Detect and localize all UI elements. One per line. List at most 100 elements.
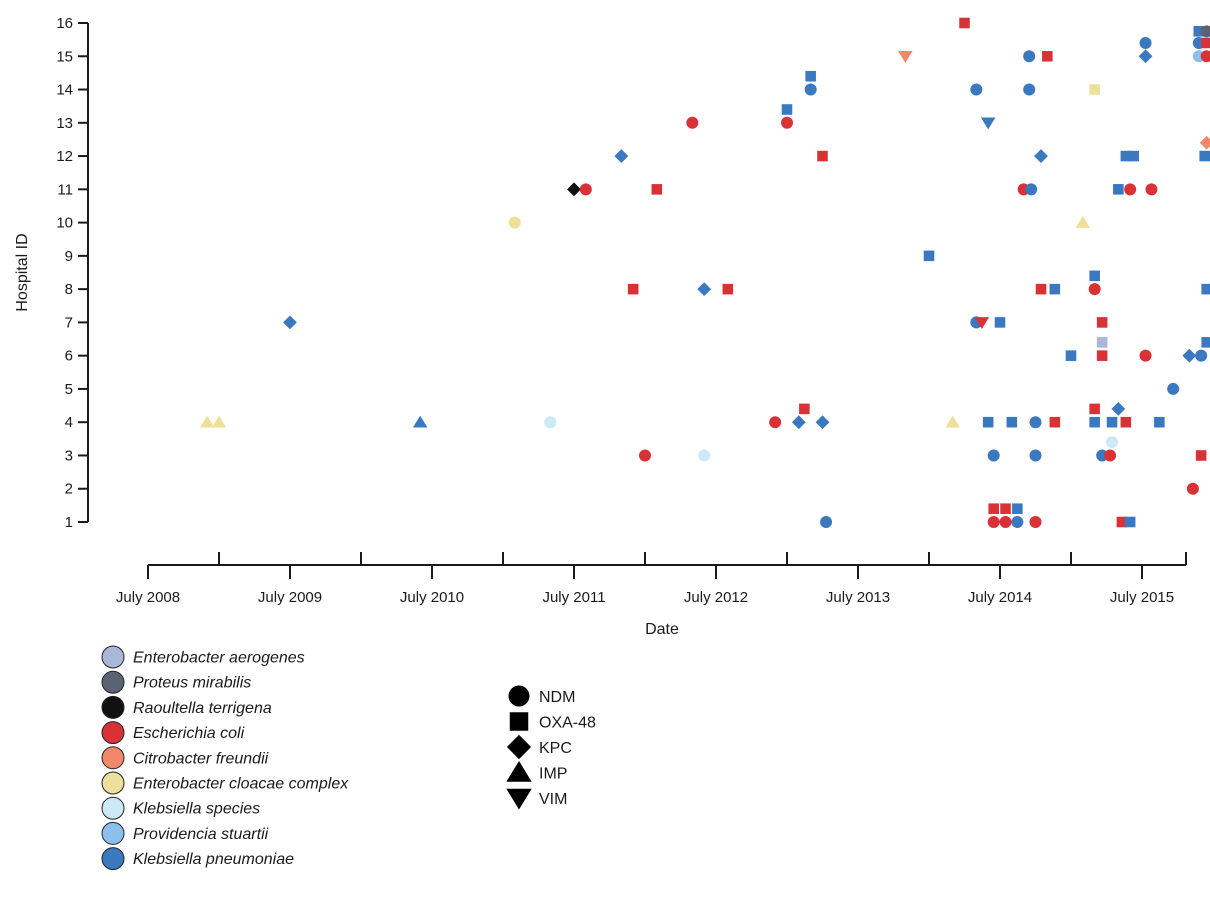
data-point bbox=[1096, 337, 1108, 348]
data-point bbox=[639, 449, 651, 462]
data-point bbox=[1201, 37, 1210, 49]
legend-swatch bbox=[101, 695, 125, 719]
data-point bbox=[1200, 25, 1210, 38]
data-point bbox=[769, 416, 782, 429]
data-point bbox=[1120, 150, 1132, 162]
data-point bbox=[974, 317, 990, 329]
x-tick-label: July 2015 bbox=[1110, 589, 1174, 606]
data-point bbox=[1023, 83, 1036, 96]
y-tick-label: 2 bbox=[65, 481, 73, 498]
data-point bbox=[1029, 416, 1042, 429]
y-tick-label: 11 bbox=[57, 181, 73, 198]
data-point bbox=[1167, 382, 1180, 395]
data-point bbox=[1201, 283, 1210, 295]
data-point bbox=[1106, 416, 1118, 428]
legend-swatch bbox=[101, 847, 125, 871]
data-point bbox=[1199, 150, 1210, 162]
data-point bbox=[722, 283, 734, 295]
data-point bbox=[923, 250, 935, 262]
data-point bbox=[987, 449, 1000, 462]
legend-label: Providencia stuartii bbox=[133, 826, 269, 843]
data-point bbox=[211, 415, 227, 428]
y-tick-label: 7 bbox=[65, 314, 73, 331]
data-point bbox=[199, 415, 215, 428]
data-point bbox=[1106, 436, 1119, 449]
legend-swatch bbox=[101, 721, 125, 745]
data-point bbox=[1006, 416, 1018, 428]
data-point bbox=[1042, 50, 1053, 62]
data-point bbox=[820, 516, 833, 528]
legend-label: KPC bbox=[539, 740, 572, 757]
x-axis-title: Date bbox=[645, 621, 679, 638]
legend-swatch bbox=[101, 645, 125, 669]
data-point bbox=[579, 183, 592, 196]
data-point bbox=[1049, 283, 1061, 295]
y-tick-label: 6 bbox=[65, 348, 73, 365]
legend-label: Raoultella terrigena bbox=[133, 700, 272, 717]
legend-shape-circle bbox=[508, 685, 530, 707]
y-tick-label: 3 bbox=[65, 447, 73, 464]
data-point bbox=[698, 449, 711, 462]
data-point bbox=[994, 317, 1006, 328]
y-tick-label: 8 bbox=[65, 281, 73, 298]
data-point bbox=[1023, 50, 1036, 63]
carbapenemase-legend: NDM OXA-48 KPC IMP VIM bbox=[506, 685, 596, 810]
data-point bbox=[1195, 349, 1208, 362]
data-point bbox=[1139, 36, 1152, 49]
data-point bbox=[1075, 216, 1091, 228]
data-point bbox=[817, 150, 828, 162]
legend-shape-triangle-up bbox=[506, 760, 532, 782]
legend-swatch bbox=[101, 771, 125, 795]
data-point bbox=[544, 416, 557, 429]
data-point bbox=[945, 415, 960, 428]
y-tick-label: 9 bbox=[65, 248, 73, 265]
data-point bbox=[412, 415, 428, 428]
data-point bbox=[1200, 50, 1210, 63]
x-tick-label: July 2014 bbox=[968, 589, 1032, 606]
data-point bbox=[898, 50, 913, 63]
data-point bbox=[781, 116, 793, 129]
data-point bbox=[1104, 449, 1117, 462]
legend-swatch bbox=[101, 670, 125, 694]
data-point bbox=[1049, 416, 1061, 428]
data-point bbox=[1011, 516, 1024, 528]
data-point bbox=[804, 83, 817, 96]
legend-label: Citrobacter freundii bbox=[133, 750, 269, 767]
data-point bbox=[1089, 84, 1100, 95]
data-point bbox=[1139, 349, 1152, 362]
data-point bbox=[697, 282, 712, 297]
y-tick-label: 14 bbox=[56, 82, 73, 99]
y-tick-label: 10 bbox=[56, 215, 73, 232]
legend-label: Klebsiella species bbox=[133, 801, 260, 818]
data-point bbox=[959, 17, 970, 29]
y-tick-label: 1 bbox=[65, 514, 73, 531]
data-point bbox=[781, 104, 793, 115]
x-tick-label: July 2012 bbox=[684, 589, 748, 606]
x-tick-label: July 2011 bbox=[542, 589, 605, 606]
data-point bbox=[1089, 416, 1100, 428]
data-point bbox=[970, 83, 983, 96]
data-point bbox=[1201, 337, 1210, 348]
data-point bbox=[1065, 350, 1077, 361]
data-point bbox=[1025, 183, 1038, 196]
data-point bbox=[1012, 503, 1023, 514]
data-points bbox=[199, 17, 1210, 528]
data-point bbox=[987, 516, 1000, 528]
data-point bbox=[1120, 416, 1132, 428]
y-tick-label: 4 bbox=[65, 414, 73, 431]
data-point bbox=[1029, 516, 1042, 528]
legend-label: Escherichia coli bbox=[133, 725, 245, 742]
data-point bbox=[1116, 516, 1128, 528]
data-point bbox=[1182, 348, 1197, 363]
data-point bbox=[1029, 449, 1042, 462]
data-point bbox=[614, 149, 629, 163]
data-point bbox=[1124, 183, 1137, 196]
data-point bbox=[1113, 184, 1124, 195]
data-point bbox=[1145, 183, 1158, 196]
data-point bbox=[982, 416, 994, 428]
data-point bbox=[567, 182, 581, 197]
data-point bbox=[805, 70, 816, 82]
data-point bbox=[1035, 283, 1047, 295]
